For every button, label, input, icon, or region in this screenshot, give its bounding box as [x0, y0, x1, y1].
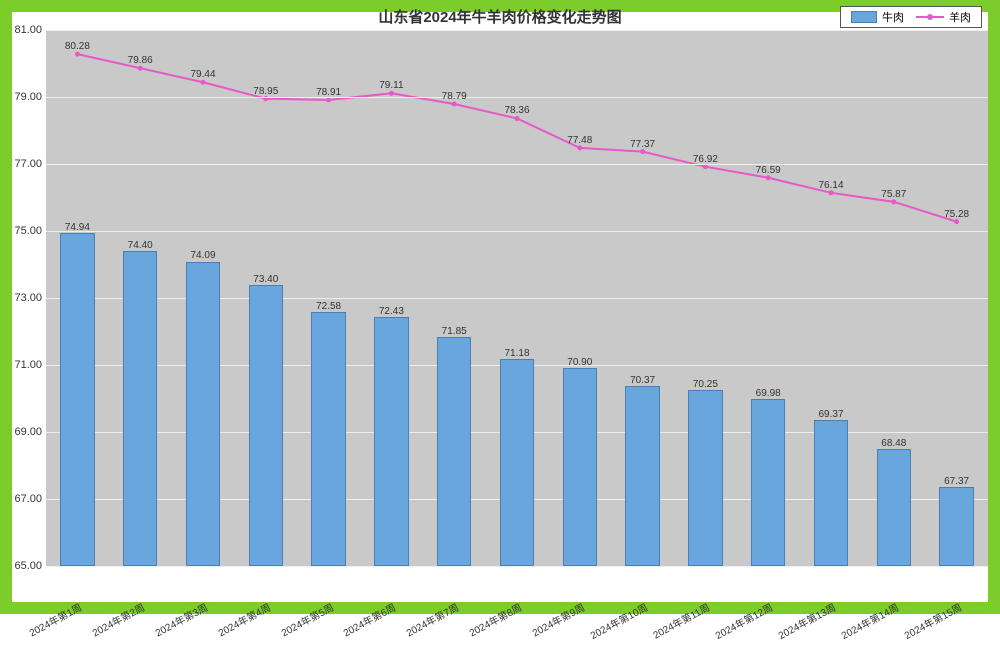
line-marker	[389, 91, 394, 96]
bar-value-label: 70.37	[630, 375, 655, 386]
bar-value-label: 72.58	[316, 301, 341, 312]
line-marker	[829, 190, 834, 195]
bar	[437, 337, 472, 566]
bar	[500, 359, 535, 566]
bar	[751, 399, 786, 566]
line-value-label: 78.91	[316, 87, 341, 98]
bar	[814, 420, 849, 566]
line-value-label: 80.28	[65, 41, 90, 52]
bar	[249, 285, 284, 566]
bar	[186, 262, 221, 567]
line-marker	[766, 175, 771, 180]
line-marker	[515, 116, 520, 121]
bar	[625, 386, 660, 566]
line-value-label: 78.79	[442, 91, 467, 102]
legend-bar-label: 牛肉	[882, 9, 904, 25]
legend-item-line: 羊肉	[916, 9, 971, 25]
bar-value-label: 71.85	[442, 326, 467, 337]
bar-value-label: 74.09	[190, 250, 215, 261]
plot-area: 65.0067.0069.0071.0073.0075.0077.0079.00…	[46, 30, 988, 566]
bar	[877, 449, 912, 566]
legend: 牛肉 羊肉	[840, 6, 982, 28]
line-marker	[201, 80, 206, 85]
gridline-h	[46, 164, 988, 165]
line-marker	[452, 102, 457, 107]
bar	[688, 390, 723, 566]
gridline-h	[46, 30, 988, 31]
line-value-label: 78.36	[504, 105, 529, 116]
bar-value-label: 69.37	[818, 409, 843, 420]
bar	[311, 312, 346, 566]
line-value-label: 79.11	[379, 80, 403, 91]
line-value-label: 77.37	[630, 139, 655, 150]
y-tick-label: 65.00	[6, 560, 42, 572]
gridline-h	[46, 231, 988, 232]
line-value-label: 79.86	[128, 55, 153, 66]
bar-value-label: 70.25	[693, 379, 718, 390]
y-tick-label: 81.00	[6, 24, 42, 36]
line-value-label: 78.95	[253, 86, 278, 97]
legend-line-label: 羊肉	[949, 9, 971, 25]
line-value-label: 76.14	[818, 180, 843, 191]
y-tick-label: 67.00	[6, 493, 42, 505]
line-value-label: 76.59	[756, 165, 781, 176]
y-tick-label: 71.00	[6, 359, 42, 371]
line-value-label: 75.28	[944, 209, 969, 220]
y-tick-label: 75.00	[6, 225, 42, 237]
bar	[939, 487, 974, 566]
y-tick-label: 77.00	[6, 158, 42, 170]
bar	[563, 368, 598, 566]
legend-bar-swatch	[851, 11, 877, 23]
bar-value-label: 69.98	[756, 388, 781, 399]
line-value-label: 75.87	[881, 189, 906, 200]
line-marker	[891, 199, 896, 204]
bar	[374, 317, 409, 566]
bar-value-label: 68.48	[881, 438, 906, 449]
bar-value-label: 67.37	[944, 476, 969, 487]
bar-value-label: 74.40	[128, 240, 153, 251]
bar-value-label: 73.40	[253, 274, 278, 285]
y-tick-label: 73.00	[6, 292, 42, 304]
line-value-label: 77.48	[567, 135, 592, 146]
line-marker	[75, 52, 80, 57]
line-marker	[138, 66, 143, 71]
gridline-h	[46, 97, 988, 98]
bar-value-label: 70.90	[567, 357, 592, 368]
y-tick-label: 79.00	[6, 91, 42, 103]
line-value-label: 76.92	[693, 154, 718, 165]
legend-item-bar: 牛肉	[851, 9, 904, 25]
gridline-h	[46, 566, 988, 567]
legend-line-swatch	[916, 12, 944, 22]
line-marker	[954, 219, 959, 224]
y-tick-label: 69.00	[6, 426, 42, 438]
bar	[60, 233, 95, 566]
bar-value-label: 71.18	[504, 348, 529, 359]
line-marker	[577, 145, 582, 150]
line-marker	[640, 149, 645, 154]
chart-frame: 山东省2024年牛羊肉价格变化走势图 牛肉 羊肉 65.0067.0069.00…	[0, 0, 1000, 614]
line-value-label: 79.44	[190, 69, 215, 80]
bar-value-label: 74.94	[65, 222, 90, 233]
line-marker	[326, 98, 331, 103]
bar-value-label: 72.43	[379, 306, 404, 317]
chart-title-text: 山东省2024年牛羊肉价格变化走势图	[378, 9, 621, 26]
bar	[123, 251, 158, 566]
